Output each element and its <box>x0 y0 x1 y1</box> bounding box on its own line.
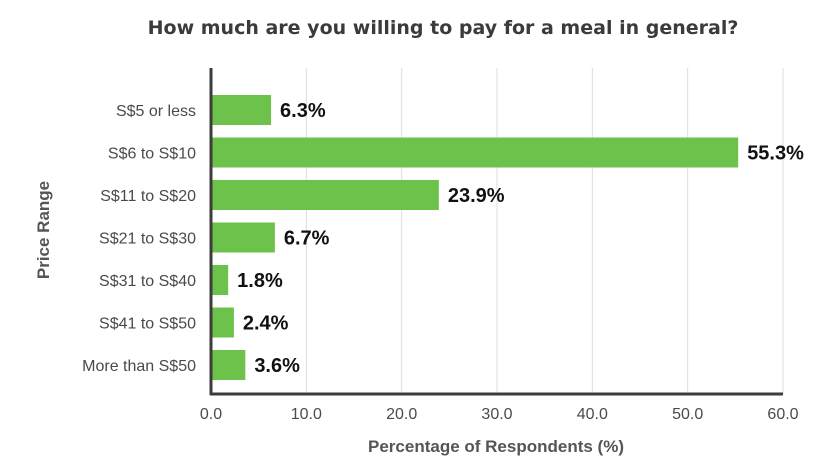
data-label: 55.3% <box>747 143 804 165</box>
x-tick-label: 20.0 <box>386 406 417 423</box>
x-tick-label: 60.0 <box>767 406 798 423</box>
data-label: 1.8% <box>237 270 283 292</box>
chart-title: How much are you willing to pay for a me… <box>148 17 739 39</box>
grid-lines <box>305 68 784 394</box>
bar <box>211 222 275 253</box>
y-tick-labels: S$5 or less S$6 to S$10 S$11 to S$20 S$21 t… <box>82 103 196 375</box>
x-tick-label: 50.0 <box>672 406 703 423</box>
bar <box>211 350 246 380</box>
x-tick-label: 0.0 <box>200 406 222 423</box>
axes <box>209 68 783 396</box>
y-tick-label: S$5 or less <box>116 103 196 120</box>
bars <box>211 95 739 380</box>
y-tick-label: S$11 to S$20 <box>100 188 196 205</box>
y-axis-title: Price Range <box>34 181 53 279</box>
x-tick-label: 10.0 <box>291 406 322 423</box>
y-tick-label: S$41 to S$50 <box>99 316 196 333</box>
x-tick-labels: 0.0 10.0 20.0 30.0 40.0 50.0 60.0 <box>200 406 799 423</box>
x-axis-title: Percentage of Respondents (%) <box>368 437 624 456</box>
y-tick-label: S$31 to S$40 <box>99 273 196 290</box>
y-tick-label: S$6 to S$10 <box>108 146 196 163</box>
data-label: 3.6% <box>254 355 300 377</box>
bar <box>211 180 439 210</box>
y-tick-label: More than S$50 <box>82 358 196 375</box>
bar <box>211 307 234 338</box>
x-tick-label: 40.0 <box>577 406 608 423</box>
bar <box>211 137 739 168</box>
data-label: 2.4% <box>243 313 289 335</box>
data-label: 23.9% <box>448 185 505 207</box>
y-tick-label: S$21 to S$30 <box>99 231 196 248</box>
bar <box>211 95 272 125</box>
bar <box>211 265 229 295</box>
x-tick-label: 30.0 <box>481 406 512 423</box>
data-labels: 6.3% 55.3% 23.9% 6.7%1.8% 2.4% 3.6% <box>237 100 804 377</box>
data-label: 6.7% <box>284 228 330 250</box>
data-label: 6.3% <box>280 100 326 122</box>
